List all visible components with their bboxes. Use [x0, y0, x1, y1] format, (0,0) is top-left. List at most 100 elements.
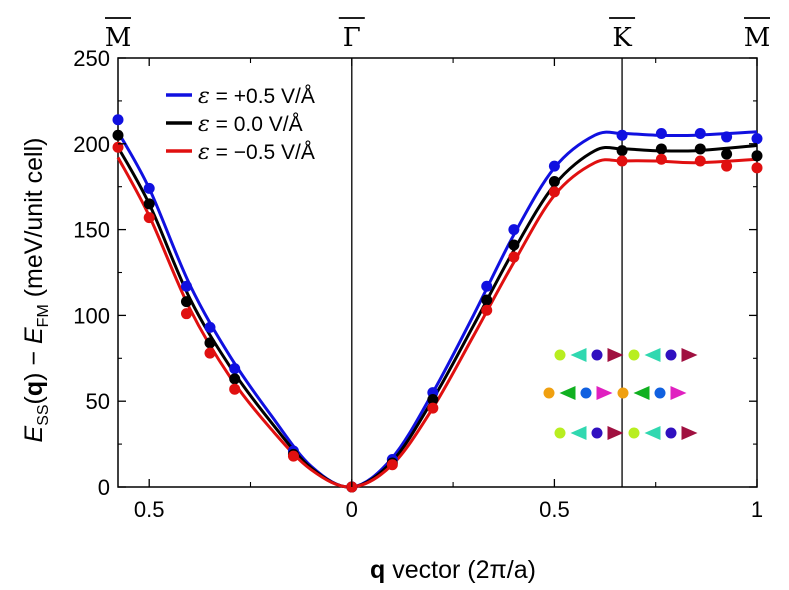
axis-ticks: 0 50 100 150 200 250 0.5 0 0.5 1 — [73, 46, 763, 522]
y-tick-label: 250 — [73, 46, 110, 71]
legend-value: = +0.5 V/Å — [210, 85, 315, 108]
series-line-1 — [116, 144, 758, 489]
spin-dot — [554, 349, 566, 361]
spin-dot — [580, 387, 592, 399]
legend-value: = 0.0 V/Å — [210, 113, 303, 136]
legend-epsilon: ε — [198, 84, 210, 109]
spin-arrow-right — [607, 348, 624, 362]
data-point-2-0 — [112, 141, 124, 153]
data-point-0-3 — [204, 321, 216, 333]
series-line-2 — [116, 156, 758, 489]
spin-arrow-left — [570, 426, 587, 440]
data-point-1-16 — [751, 150, 763, 162]
data-point-0-12 — [616, 129, 628, 141]
y-tick-label: 150 — [73, 218, 110, 243]
data-point-2-8 — [427, 402, 439, 414]
symmetry-label: M — [105, 23, 132, 53]
data-point-2-11 — [548, 186, 560, 198]
data-point-1-11 — [548, 176, 560, 188]
x-tick-label: 1 — [751, 497, 763, 522]
spin-dot — [554, 427, 566, 439]
data-point-2-9 — [481, 304, 493, 316]
symmetry-label: K — [612, 23, 632, 53]
spin-dot — [591, 349, 603, 361]
data-point-2-16 — [751, 162, 763, 174]
legend-entry-0: ε = +0.5 V/Å — [198, 84, 315, 109]
data-point-2-2 — [180, 308, 192, 320]
data-point-2-1 — [143, 212, 155, 224]
spin-arrow-right — [681, 348, 698, 362]
spin-dot — [591, 427, 603, 439]
data-point-2-4 — [229, 383, 241, 395]
legend-entry-2: ε = −0.5 V/Å — [198, 140, 315, 165]
spin-arrow-right — [596, 386, 613, 400]
data-point-1-10 — [508, 239, 520, 251]
data-point-2-13 — [655, 153, 667, 165]
series-line-0 — [116, 130, 758, 489]
data-point-2-14 — [694, 155, 706, 167]
data-point-1-12 — [616, 145, 628, 157]
spin-dot — [543, 387, 555, 399]
legend-epsilon: ε — [198, 140, 210, 165]
y-tick-label: 200 — [73, 132, 110, 157]
legend: ε = +0.5 V/Åε = 0.0 V/Åε = −0.5 V/Å — [166, 84, 315, 165]
data-point-0-11 — [548, 160, 560, 172]
spin-arrow-right — [607, 426, 624, 440]
series-points — [112, 114, 763, 493]
spin-arrow-left — [570, 348, 587, 362]
data-point-1-0 — [112, 129, 124, 141]
spin-dot — [665, 427, 677, 439]
data-point-0-2 — [180, 280, 192, 292]
data-point-0-14 — [694, 128, 706, 140]
x-tick-label: 0.5 — [539, 497, 570, 522]
legend-epsilon: ε — [198, 112, 210, 137]
data-point-1-15 — [721, 148, 733, 160]
data-point-2-15 — [721, 160, 733, 172]
data-point-2-7 — [386, 459, 398, 471]
data-point-1-13 — [655, 143, 667, 155]
x-tick-label: 0 — [346, 497, 358, 522]
y-axis-label: ESS(q) − EFM (meV/unit cell) — [20, 138, 52, 443]
data-point-0-4 — [229, 363, 241, 375]
data-point-2-12 — [616, 155, 628, 167]
data-point-1-3 — [204, 337, 216, 349]
data-point-1-9 — [481, 294, 493, 306]
data-point-0-0 — [112, 114, 124, 126]
spin-dot — [628, 427, 640, 439]
data-point-0-15 — [721, 131, 733, 143]
symmetry-label: Γ — [343, 23, 361, 53]
spin-arrow-right — [681, 426, 698, 440]
spin-arrow-left — [644, 348, 661, 362]
spin-arrow-left — [559, 386, 576, 400]
spin-dot — [665, 349, 677, 361]
legend-entry-1: ε = 0.0 V/Å — [198, 112, 303, 137]
data-point-0-1 — [143, 182, 155, 194]
data-point-1-4 — [229, 373, 241, 385]
spin-arrow-left — [633, 386, 650, 400]
data-point-1-1 — [143, 198, 155, 210]
data-point-0-10 — [508, 224, 520, 236]
x-axis-label: q vector (2π/a) — [370, 556, 536, 584]
spin-arrow-left — [644, 426, 661, 440]
y-tick-label: 50 — [86, 389, 110, 414]
y-tick-label: 0 — [98, 475, 110, 500]
data-point-1-2 — [180, 296, 192, 308]
spin-dot — [617, 387, 629, 399]
spin-dot — [628, 349, 640, 361]
spin-arrow-right — [670, 386, 687, 400]
spin-dot — [654, 387, 666, 399]
data-point-0-9 — [481, 280, 493, 292]
spin-spiral-inset — [543, 348, 698, 440]
x-tick-label: 0.5 — [134, 497, 165, 522]
data-point-1-14 — [694, 143, 706, 155]
series-curves — [116, 130, 758, 489]
data-point-0-16 — [751, 133, 763, 145]
data-point-2-3 — [204, 347, 216, 359]
data-point-0-13 — [655, 128, 667, 140]
y-tick-label: 100 — [73, 303, 110, 328]
legend-value: = −0.5 V/Å — [210, 141, 315, 164]
data-point-1-8 — [427, 393, 439, 405]
data-point-2-10 — [508, 251, 520, 263]
